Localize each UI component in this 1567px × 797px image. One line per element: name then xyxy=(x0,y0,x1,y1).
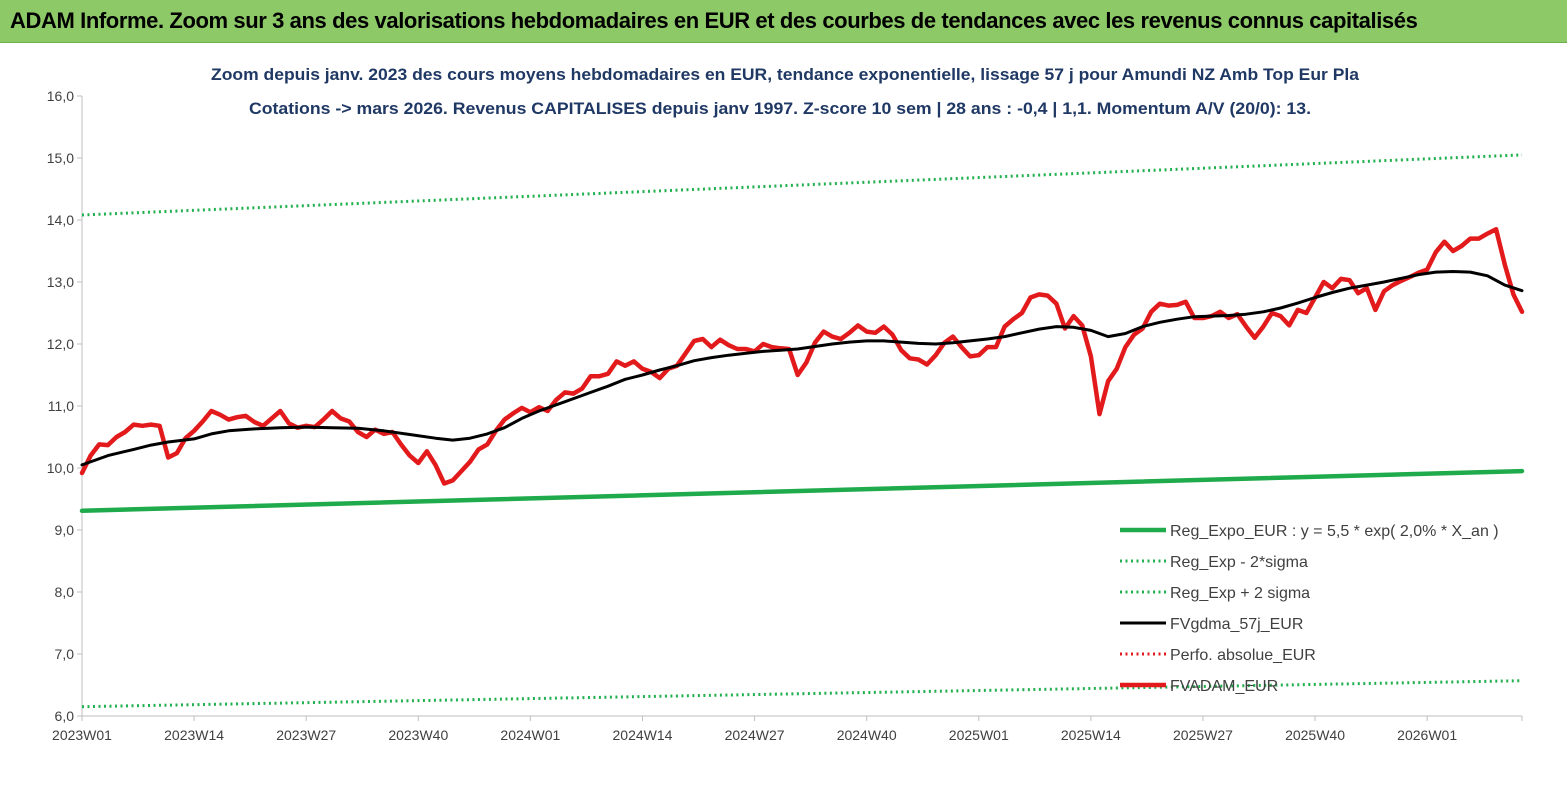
x-tick-label: 2024W01 xyxy=(500,727,560,743)
chart-subtitle: Cotations -> mars 2026. Revenus CAPITALI… xyxy=(249,99,1311,118)
legend-label-3: FVgdma_57j_EUR xyxy=(1170,616,1303,633)
x-tick-label: 2023W14 xyxy=(164,727,224,743)
x-tick-label: 2025W14 xyxy=(1061,727,1121,743)
legend-label-2: Reg_Exp + 2 sigma xyxy=(1170,585,1310,602)
x-tick-label: 2023W40 xyxy=(388,727,448,743)
y-tick-label: 11,0 xyxy=(48,398,74,414)
legend: Reg_Expo_EUR : y = 5,5 * exp( 2,0% * X_a… xyxy=(1120,523,1499,695)
report-title: ADAM Informe. Zoom sur 3 ans des valoris… xyxy=(10,8,1418,33)
x-tick-label: 2025W01 xyxy=(949,727,1009,743)
x-tick-label: 2023W01 xyxy=(52,727,112,743)
series-layer xyxy=(79,153,1525,709)
x-tick-label: 2023W27 xyxy=(276,727,336,743)
y-tick-label: 15,0 xyxy=(47,150,74,166)
x-tick-label: 2024W14 xyxy=(613,727,673,743)
y-tick-label: 7,0 xyxy=(55,646,75,662)
legend-label-1: Reg_Exp - 2*sigma xyxy=(1170,554,1308,571)
y-tick-label: 6,0 xyxy=(55,708,75,724)
y-tick-label: 16,0 xyxy=(47,88,74,104)
y-tick-label: 14,0 xyxy=(47,212,74,228)
report-banner: ADAM Informe. Zoom sur 3 ans des valoris… xyxy=(0,0,1567,43)
legend-label-4: Perfo. absolue_EUR xyxy=(1170,647,1316,664)
chart-svg: Zoom depuis janv. 2023 des cours moyens … xyxy=(47,65,1525,743)
series-line-3 xyxy=(80,270,1524,467)
series-line-5 xyxy=(79,227,1525,486)
series-line-2 xyxy=(81,153,1523,217)
series-line-1 xyxy=(81,679,1523,709)
x-tick-label: 2025W27 xyxy=(1173,727,1233,743)
y-tick-label: 9,0 xyxy=(55,522,75,538)
series-line-0 xyxy=(79,468,1525,514)
axes: 6,0 7,0 8,0 9,0 10,0 11,0 12,0 13,0 14,0 15,0 16,0… xyxy=(47,88,1523,743)
y-tick-label: 12,0 xyxy=(47,336,74,352)
y-tick-label: 13,0 xyxy=(47,274,74,290)
legend-label-0: Reg_Expo_EUR : y = 5,5 * exp( 2,0% * X_a… xyxy=(1170,523,1499,540)
y-tick-label: 8,0 xyxy=(55,584,75,600)
x-tick-label: 2025W40 xyxy=(1285,727,1345,743)
x-tick-label: 2026W01 xyxy=(1397,727,1457,743)
y-tick-label: 10,0 xyxy=(47,460,74,476)
x-tick-label: 2024W27 xyxy=(725,727,785,743)
chart-title: Zoom depuis janv. 2023 des cours moyens … xyxy=(211,65,1360,84)
x-tick-label: 2024W40 xyxy=(837,727,897,743)
legend-label-5: FVADAM_EUR xyxy=(1170,678,1278,695)
chart-frame: Zoom depuis janv. 2023 des cours moyens … xyxy=(0,42,1567,792)
